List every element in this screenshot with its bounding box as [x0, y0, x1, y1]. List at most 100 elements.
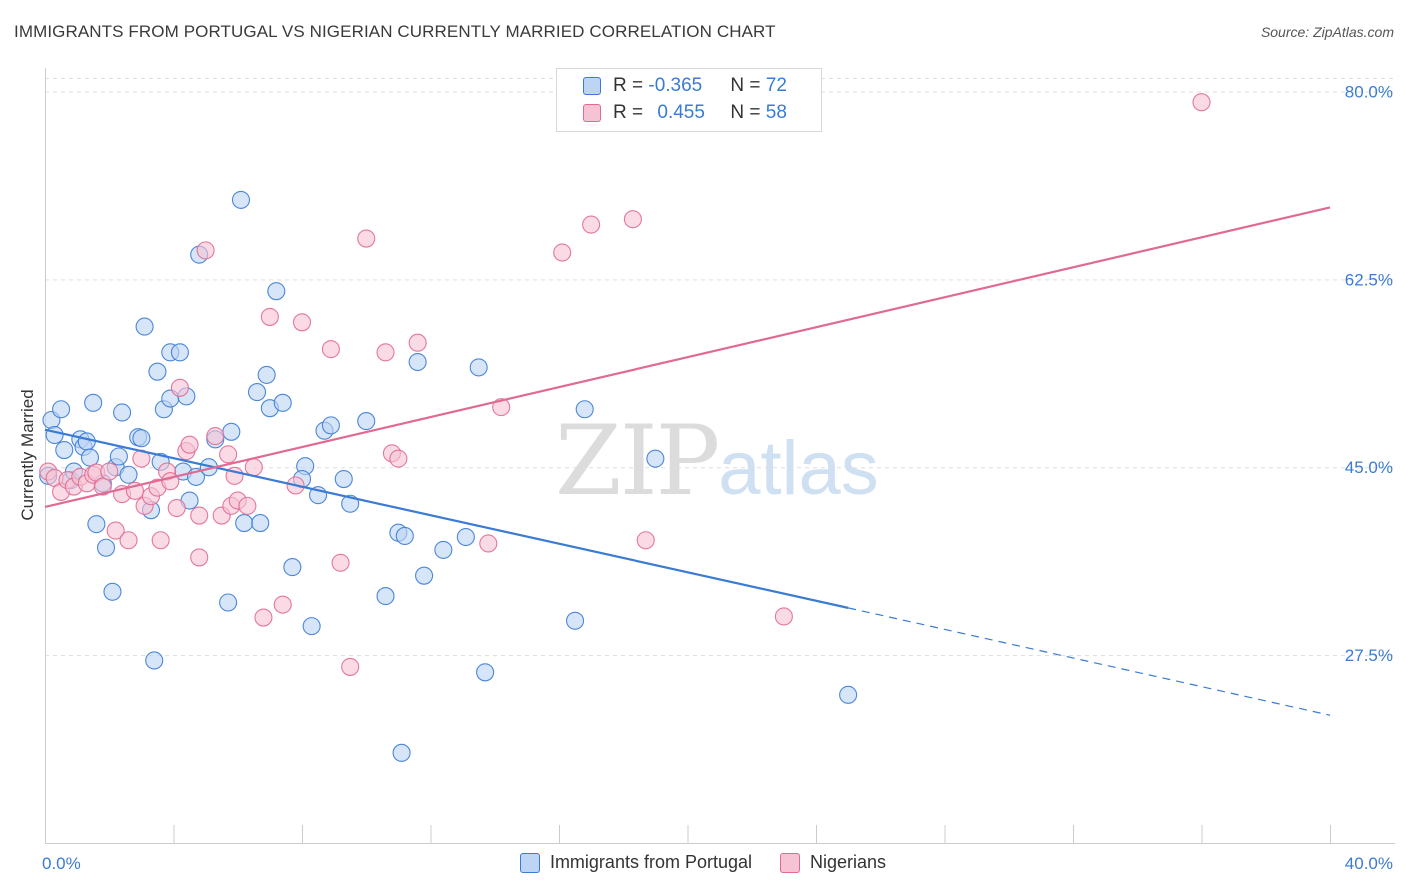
- nigerians-point: [119, 531, 138, 550]
- portugal-point: [84, 393, 103, 412]
- nigerians-point: [93, 477, 112, 496]
- portugal-point: [334, 469, 353, 489]
- nigerians-point: [106, 521, 125, 540]
- nigerians-point: [582, 215, 601, 234]
- nigerians-point: [273, 595, 292, 614]
- nigerians-point: [170, 378, 189, 397]
- watermark-zip: ZIP: [555, 405, 720, 517]
- legend-item-nigerians[interactable]: Nigerians: [780, 852, 886, 873]
- watermark: ZIPatlas: [555, 405, 879, 517]
- stats-legend-row-portugal: R = -0.365 N = 72: [583, 74, 787, 98]
- n-label: N =: [730, 75, 766, 96]
- portugal-trend-line-extension: [847, 607, 1331, 716]
- nigerians-point: [774, 607, 793, 626]
- nigerians-point: [100, 462, 119, 481]
- portugal-point: [145, 651, 164, 670]
- nigerians-point: [492, 398, 511, 417]
- stats-legend-row-nigerians: R = 0.455 N = 58: [583, 101, 787, 125]
- portugal-point: [341, 494, 360, 513]
- nigerians-point: [292, 313, 312, 332]
- legend-label-portugal: Immigrants from Portugal: [549, 852, 752, 872]
- nigerians-point: [219, 445, 238, 464]
- legend-label-nigerians: Nigerians: [810, 852, 887, 872]
- nigerians-point: [190, 548, 209, 567]
- portugal-point: [321, 416, 340, 435]
- nigerians-point: [180, 435, 199, 454]
- y-tick-label: 62.5%: [1345, 270, 1393, 289]
- r-label: R =: [613, 102, 649, 123]
- portugal-point: [148, 362, 167, 381]
- r-value: -0.365: [648, 75, 703, 96]
- nigerians-point: [206, 427, 225, 446]
- stats-legend: R = -0.365 N = 72 R = 0.455 N = 58: [556, 68, 822, 132]
- nigerians-point: [196, 241, 215, 260]
- portugal-point: [251, 514, 270, 533]
- nigerians-point: [321, 340, 340, 359]
- portugal-point: [575, 400, 594, 419]
- portugal-point: [52, 400, 71, 419]
- portugal-point: [646, 449, 665, 468]
- portugal-point: [135, 317, 154, 336]
- portugal-point: [476, 663, 495, 682]
- nigerians-point: [331, 553, 350, 572]
- portugal-point: [96, 538, 116, 557]
- nigerians-point: [244, 458, 263, 477]
- nigerians-point: [151, 531, 170, 550]
- portugal-point: [77, 432, 96, 451]
- legend-item-portugal[interactable]: Immigrants from Portugal: [519, 852, 752, 873]
- y-tick-label: 80.0%: [1345, 82, 1393, 101]
- nigerians-point: [376, 343, 395, 362]
- portugal-point: [839, 685, 858, 704]
- portugal-point: [45, 425, 64, 445]
- portugal-point: [170, 343, 189, 362]
- legend-swatch-pink: [780, 852, 800, 873]
- portugal-point: [87, 515, 106, 534]
- nigerians-trend-line: [44, 206, 1331, 509]
- portugal-point: [80, 448, 100, 467]
- source-label: Source: ZipAtlas.com: [1260, 24, 1394, 40]
- n-value: 58: [765, 102, 787, 123]
- portugal-point: [257, 365, 276, 384]
- nigerians-point: [479, 534, 498, 553]
- portugal-point: [267, 282, 286, 301]
- portugal-point: [109, 447, 128, 466]
- portugal-point: [132, 429, 151, 448]
- nigerians-point: [408, 333, 427, 352]
- portugal-point: [231, 190, 251, 209]
- y-tick-label: 45.0%: [1345, 458, 1393, 477]
- nigerians-point: [357, 229, 376, 248]
- portugal-point: [222, 422, 241, 441]
- series-legend: Immigrants from Portugal Nigerians: [0, 852, 1406, 873]
- portugal-point: [376, 587, 395, 606]
- nigerians-point: [553, 243, 572, 262]
- portugal-point: [113, 403, 132, 422]
- portugal-point: [392, 743, 411, 762]
- portugal-point: [119, 465, 138, 484]
- r-value: 0.455: [657, 102, 705, 123]
- portugal-point: [434, 540, 453, 559]
- x-tick-label: 40.0%: [1345, 854, 1393, 873]
- r-label: R =: [613, 75, 649, 96]
- nigerians-point: [254, 608, 273, 627]
- portugal-point: [283, 558, 302, 577]
- nigerians-point: [1192, 93, 1211, 112]
- portugal-point: [566, 611, 585, 630]
- nigerians-point: [636, 531, 655, 550]
- portugal-point: [219, 593, 238, 612]
- portugal-point: [55, 441, 74, 460]
- portugal-point: [247, 383, 267, 402]
- portugal-point: [469, 358, 488, 377]
- portugal-trend-line: [44, 428, 849, 609]
- portugal-point: [456, 527, 475, 547]
- nigerians-point: [341, 657, 360, 676]
- n-label: N =: [730, 102, 766, 123]
- nigerians-point: [260, 307, 279, 326]
- nigerians-point: [190, 506, 209, 525]
- portugal-point: [415, 566, 434, 585]
- portugal-point: [357, 412, 376, 431]
- y-tick-label: 27.5%: [1345, 646, 1393, 665]
- portugal-point: [408, 352, 427, 372]
- legend-swatch-pink: [583, 104, 601, 122]
- n-value: 72: [765, 75, 787, 96]
